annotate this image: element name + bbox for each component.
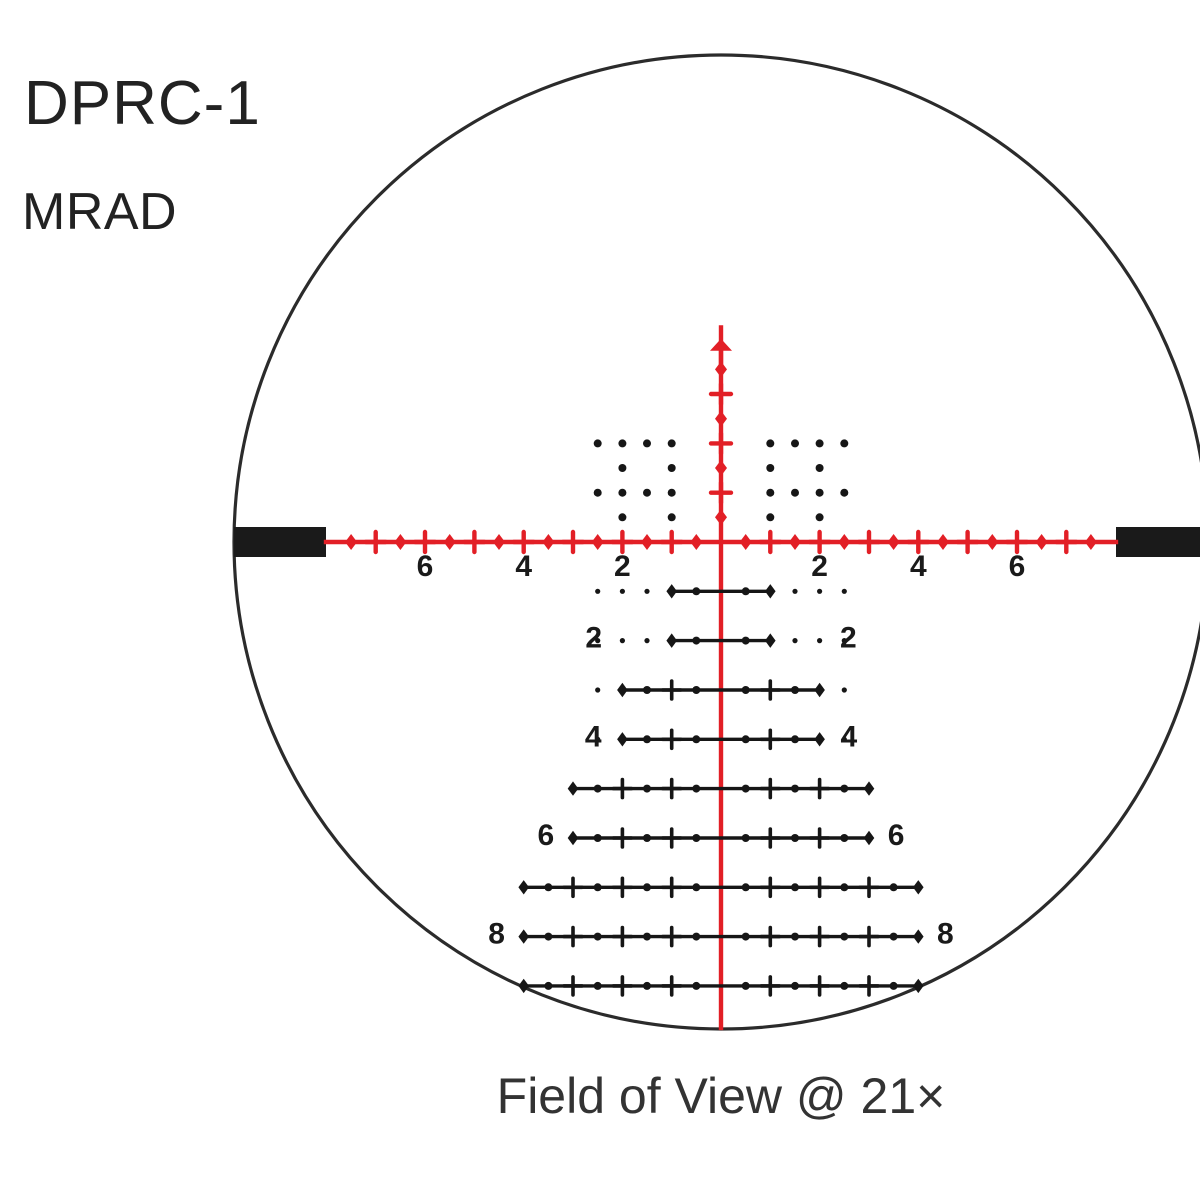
svg-text:2: 2 (840, 622, 857, 655)
svg-text:4: 4 (910, 550, 927, 583)
svg-text:8: 8 (937, 918, 954, 951)
svg-text:2: 2 (614, 550, 631, 583)
svg-text:8: 8 (488, 918, 505, 951)
svg-text:6: 6 (417, 550, 434, 583)
svg-text:4: 4 (840, 720, 857, 753)
svg-text:6: 6 (888, 819, 905, 852)
svg-text:2: 2 (585, 622, 602, 655)
svg-text:6: 6 (1009, 550, 1026, 583)
svg-text:4: 4 (515, 550, 532, 583)
svg-text:4: 4 (585, 720, 602, 753)
svg-text:6: 6 (538, 819, 555, 852)
svg-text:2: 2 (811, 550, 828, 583)
